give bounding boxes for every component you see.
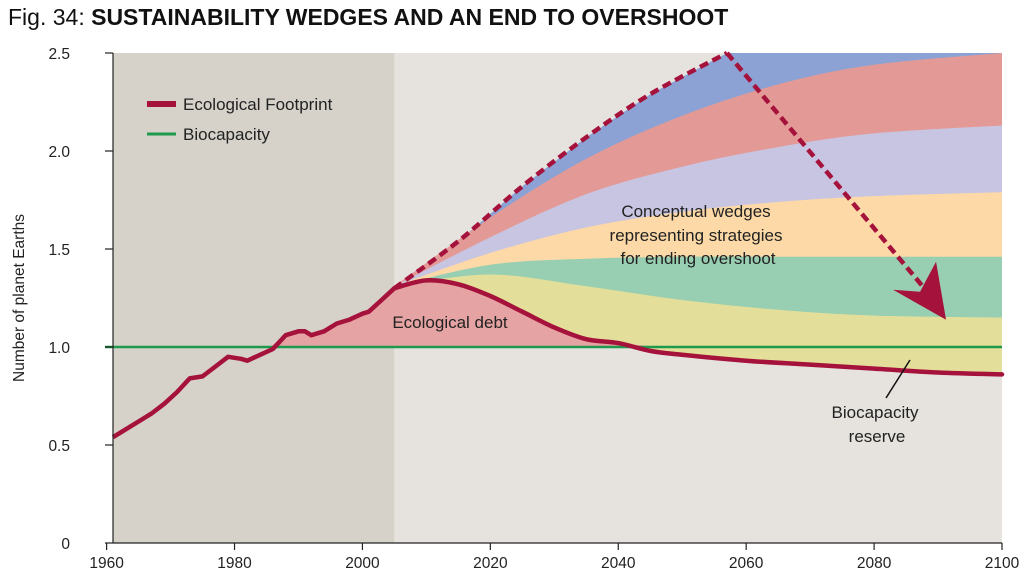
y-tick-label: 1.5	[48, 242, 70, 259]
y-tick-label: 2.0	[48, 144, 70, 161]
annotations: Ecological debt Conceptual wedges repres…	[392, 202, 919, 446]
legend-label-footprint: Ecological Footprint	[183, 95, 333, 114]
y-axis-title: Number of planet Earths	[11, 214, 28, 382]
wedges-label-line-3: for ending overshoot	[621, 249, 776, 268]
figure-heading: SUSTAINABILITY WEDGES AND AN END TO OVER…	[91, 4, 729, 30]
ecological-debt-label: Ecological debt	[392, 313, 508, 332]
business-as-usual-dashed-line	[393, 51, 729, 291]
x-tick-label: 2080	[857, 555, 892, 572]
axes: 0 0.5 1.0 1.5 2.0 2.5 1960 1980 2000 2020 2040 2060…	[11, 46, 1020, 572]
legend-label-biocapacity: Biocapacity	[183, 125, 270, 144]
y-tick-label: 0.5	[48, 438, 70, 455]
y-tick-label: 1.0	[48, 340, 70, 357]
footprint-historical-line	[111, 286, 396, 440]
legend: Ecological Footprint Biocapacity	[147, 95, 333, 144]
x-tick-label: 2000	[345, 555, 380, 572]
wedge-6	[394, 274, 1002, 375]
wedge-areas	[394, 53, 1002, 375]
x-tick-label: 2040	[601, 555, 636, 572]
reserve-label-line-1: Biocapacity	[832, 403, 919, 422]
x-tick-label: 1960	[89, 555, 124, 572]
reserve-label-line-2: reserve	[849, 427, 906, 446]
footprint-scenario-line	[392, 278, 1005, 377]
data-lines	[105, 51, 1005, 440]
reduction-arrow-head	[893, 261, 947, 320]
x-tick-label: 2060	[729, 555, 764, 572]
x-tick-label: 2100	[985, 555, 1020, 572]
figure-title: Fig. 34: SUSTAINABILITY WEDGES AND AN EN…	[8, 4, 728, 31]
x-tick-label: 1980	[217, 555, 252, 572]
wedges-label-line-1: Conceptual wedges	[621, 202, 770, 221]
reduction-arrow-shaft	[725, 51, 925, 289]
reserve-leader-line	[885, 359, 911, 399]
y-tick-label: 2.5	[48, 46, 70, 63]
wedges-label-line-2: representing strategies	[610, 226, 783, 245]
y-tick-label: 0	[61, 536, 70, 553]
x-tick-label: 2020	[473, 555, 508, 572]
figure-number: Fig. 34:	[8, 4, 85, 30]
